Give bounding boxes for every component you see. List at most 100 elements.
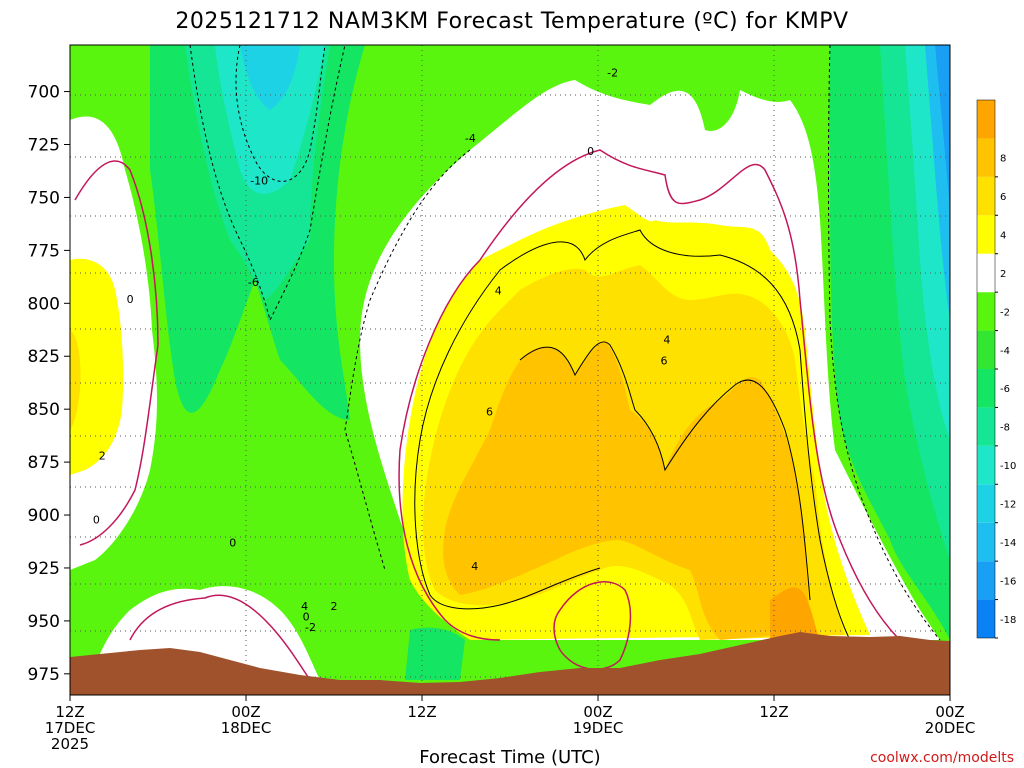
contour-label: 0 [127,293,134,306]
y-tick-label: 925 [28,559,60,579]
contour-zero-line-3 [74,160,159,546]
colorbar-label: 6 [1000,192,1006,203]
contour-zero-line-2 [398,259,501,641]
contour-label: 6 [661,354,668,367]
region-right-cold5 [935,45,950,210]
y-tick-label: 825 [28,347,60,367]
y-tick-label: 850 [28,400,60,420]
colorbar-swatch [977,215,995,254]
region-warm-core [770,587,818,640]
contour-label: -2 [607,67,618,80]
contour-dashed-line [235,45,326,182]
contour-label: 0 [93,513,100,526]
contour-label: -6 [248,276,259,289]
contour-label: 6 [486,405,493,418]
x-tick-label: 19DEC [573,719,624,737]
credit-text: coolwx.com/modelts [870,750,1014,766]
colorbar-label: 2 [1000,269,1006,280]
colorbar-label: -14 [1000,538,1016,549]
terrain [70,632,950,695]
colorbar-label: 4 [1000,231,1006,242]
colorbar-swatch [977,407,995,446]
x-tick-label: 00Z [231,703,260,721]
y-tick-label: 900 [28,506,60,526]
y-tick-label: 875 [28,453,60,473]
plot-frame [69,44,951,696]
colorbar-label: 8 [1000,154,1006,165]
region-coldest [215,45,325,194]
x-tick-label: 00Z [583,703,612,721]
colorbar-swatch [977,100,995,139]
contour-dashed-line-3 [344,149,471,571]
y-tick-label: 800 [28,294,60,314]
colorbar-swatch [977,599,995,638]
y-axis: 700 725 750 775 800 825 850 875 900 925 950 975 [28,83,70,685]
region-orange [443,340,810,640]
y-tick-label: 975 [28,665,60,685]
region-green-pocket [405,627,465,680]
contours [74,45,941,681]
contour-label: 2 [331,600,338,613]
x-tick-label: 00Z [935,703,964,721]
contour-label: 4 [301,600,308,613]
contour-black-line-3 [519,341,811,601]
colorbar-swatch [977,138,995,177]
x-tick-label: 2025 [51,735,89,753]
x-tick-label: 12Z [55,703,84,721]
region-coldest-core [240,45,300,110]
y-tick-label: 700 [28,83,60,103]
contour-black-line [499,229,851,641]
contour-zero-line-5 [553,581,632,670]
contour-label: 4 [495,285,502,298]
colorbar-label: -12 [1000,500,1016,511]
contour-label: 4 [663,333,670,346]
colorbar-swatch [977,445,995,485]
colorbar-label: -6 [1000,384,1010,395]
contour-label: 0 [303,611,310,624]
contour-dashed-line-2 [189,45,346,322]
contour-label: 0 [229,537,236,550]
colorbar-label: -18 [1000,615,1016,626]
contour-label: -4 [465,132,476,145]
x-tick-label: 17DEC [45,719,96,737]
contour-label: 0 [587,145,594,158]
y-tick-label: 775 [28,241,60,261]
y-tick-label: 950 [28,612,60,632]
colorbar-swatch [977,369,995,408]
y-tick-label: 750 [28,188,60,208]
colorbar-label: -16 [1000,576,1016,587]
contour-black-line-2 [414,269,601,610]
contour-label: 4 [471,560,478,573]
colorbar-swatch [977,522,995,562]
colorbar-label: -10 [1000,461,1016,472]
colorbar-swatch [977,176,995,216]
x-axis-label: Forecast Time (UTC) [419,747,600,768]
colorbar-label: -4 [1000,346,1010,357]
colorbar-swatch [977,292,995,331]
colorbar-swatch [977,561,995,600]
contour-label: 2 [99,450,106,463]
contour-dashed-line-4 [828,45,941,641]
contour-label: -10 [250,175,268,188]
contour-zero-line [479,149,901,641]
x-tick-label: 18DEC [221,719,272,737]
colorbar-swatch [977,330,995,369]
colorbar-swatch [977,253,995,293]
region-left-orange [70,330,81,430]
colorbar-swatch [977,484,995,523]
x-tick-label: 20DEC [925,719,976,737]
x-tick-label: 12Z [759,703,788,721]
y-tick-label: 725 [28,136,60,156]
colorbar: -18 -16 -14 -12 -10 -8 -6 -4 -2 2 4 6 8 [976,99,1016,639]
colorbar-label: -2 [1000,307,1010,318]
x-tick-label: 12Z [407,703,436,721]
chart-title: 2025121712 NAM3KM Forecast Temperature (… [175,9,848,34]
contour-label: -2 [305,621,316,634]
contour-zero-line-4 [129,594,311,681]
colorbar-label: -8 [1000,423,1010,434]
region-left-yellow [70,258,124,475]
